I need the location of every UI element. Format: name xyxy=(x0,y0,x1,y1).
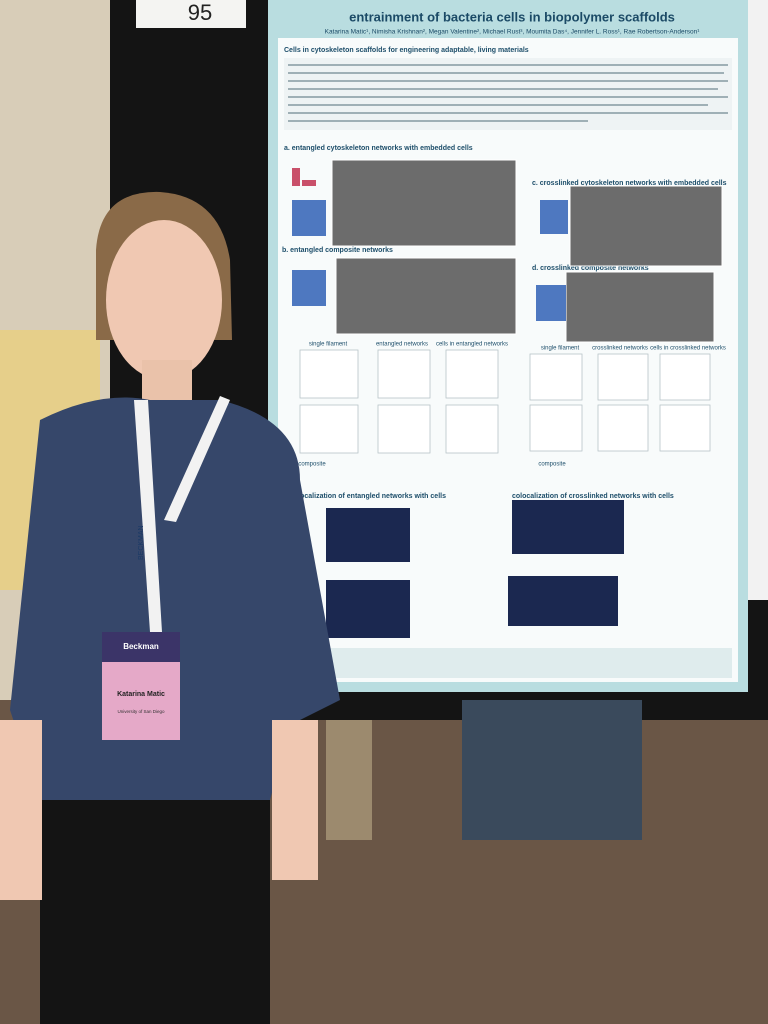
poster-authors: Katarina Matic¹, Nimisha Krishnan², Mega… xyxy=(325,29,701,36)
plot-label: entangled networks xyxy=(376,342,428,348)
plot-label: composite xyxy=(298,462,326,468)
placard xyxy=(136,0,246,28)
plot-label: single filament xyxy=(309,342,348,348)
panel-heading: a. entangled cytoskeleton networks with … xyxy=(284,145,473,152)
arm xyxy=(0,720,42,900)
shirt xyxy=(10,397,340,800)
arm xyxy=(272,720,318,880)
panel-heading: d. crosslinked composite networks xyxy=(532,265,649,272)
panel-heading: b. entangled composite networks xyxy=(282,247,393,254)
person-bg-legs xyxy=(326,720,372,840)
colocalization-images xyxy=(326,500,624,638)
intro-text-block xyxy=(284,58,732,130)
person-bg-legs xyxy=(462,700,642,840)
plot-label: crosslinked networks xyxy=(592,346,648,352)
intro-heading: Cells in cytoskeleton scaffolds for engi… xyxy=(284,47,529,54)
plot-label: single filament xyxy=(541,346,580,352)
poster-title: entrainment of bacteria cells in biopoly… xyxy=(349,9,675,24)
face xyxy=(106,220,222,380)
panel-heading: colocalization of entangled networks wit… xyxy=(290,493,446,500)
panel-heading: colocalization of crosslinked networks w… xyxy=(512,493,674,500)
microscopy-grids xyxy=(331,159,723,343)
lanyard xyxy=(134,396,230,632)
plot-label: composite xyxy=(538,462,566,468)
plot-label: cells in crosslinked networks xyxy=(650,346,726,352)
badge-header xyxy=(102,632,180,662)
text-lines xyxy=(288,64,728,122)
badge-affiliation: University of San Diego xyxy=(117,709,165,714)
placard-number: 95 xyxy=(188,0,212,25)
badge-name: Katarina Matic xyxy=(117,691,165,698)
cell-icons xyxy=(292,168,568,321)
plots xyxy=(299,349,711,454)
panel-heading: c. crosslinked cytoskeleton networks wit… xyxy=(532,180,727,187)
lanyard-text: BECKMAN xyxy=(138,525,145,560)
pants xyxy=(40,800,270,1024)
badge-event: Beckman xyxy=(123,642,159,651)
conclusion-block xyxy=(286,648,732,678)
plot-label: cells in entangled networks xyxy=(436,342,508,348)
